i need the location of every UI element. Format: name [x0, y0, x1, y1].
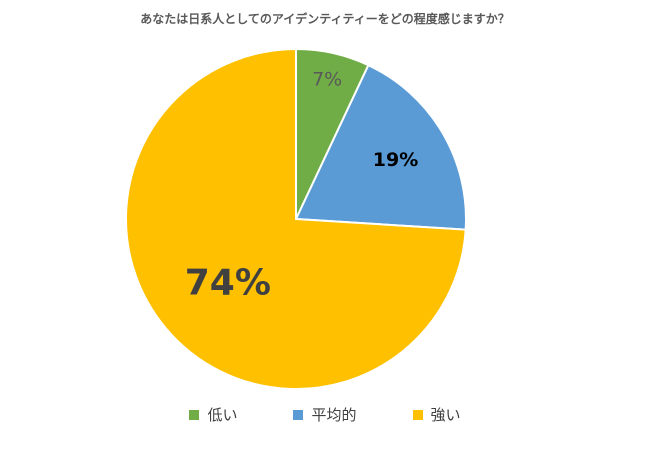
legend-item-average: 平均的 [293, 404, 357, 425]
pie-data-labels: 7% 19% 74% [185, 69, 418, 304]
data-label-low: 7% [312, 69, 342, 91]
legend-item-low: 低い [189, 404, 237, 425]
legend-item-strong: 強い [412, 404, 461, 425]
pie-slices [125, 47, 467, 390]
legend: 低い 平均的 強い [0, 404, 650, 425]
legend-swatch-low [189, 409, 200, 420]
legend-swatch-strong [412, 409, 423, 420]
data-label-average: 19% [373, 149, 418, 171]
legend-swatch-average [293, 409, 304, 420]
data-label-strong: 74% [185, 263, 271, 304]
legend-label-strong: 強い [430, 406, 461, 424]
legend-label-average: 平均的 [311, 406, 357, 424]
pie-slice-strong [125, 47, 467, 390]
legend-label-low: 低い [207, 406, 238, 424]
pie-slice-average [294, 63, 467, 231]
chart-title: あなたは日系人としてのアイデンティティーをどの程度感じますか？ [140, 12, 510, 26]
